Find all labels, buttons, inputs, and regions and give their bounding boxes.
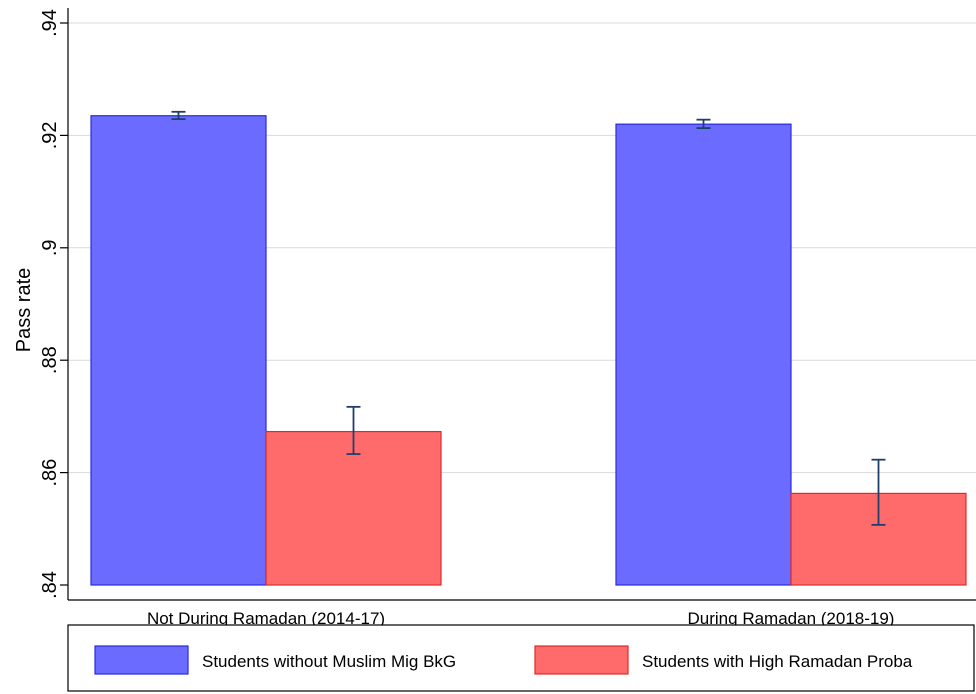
y-tick-label: .92: [39, 121, 61, 149]
bar: [790, 492, 967, 586]
legend: Students without Muslim Mig BkG Students …: [67, 624, 975, 692]
y-ticks: .84 .86 .88 .9 .92 .94: [39, 9, 68, 599]
bar: [90, 115, 267, 586]
legend-label: Students without Muslim Mig BkG: [202, 652, 456, 671]
bar: [615, 123, 792, 586]
bar: [265, 430, 442, 586]
error-bars: [171, 110, 886, 526]
y-tick-label: .94: [39, 9, 61, 37]
legend-swatch: [94, 645, 189, 675]
legend-box: [67, 624, 975, 692]
y-tick-label: .9: [39, 239, 61, 256]
y-tick-label: .88: [39, 346, 61, 374]
y-tick-label: .84: [39, 571, 61, 599]
x-tick-label: During Ramadan (2018-19): [688, 609, 895, 628]
x-tick-labels: Not During Ramadan (2014-17) During Ramad…: [147, 609, 895, 628]
bars: [90, 115, 967, 586]
y-axis-title: Pass rate: [13, 268, 35, 352]
y-tick-label: .86: [39, 459, 61, 487]
legend-label: Students with High Ramadan Proba: [642, 652, 913, 671]
x-tick-label: Not During Ramadan (2014-17): [147, 609, 385, 628]
legend-swatch: [534, 645, 629, 675]
